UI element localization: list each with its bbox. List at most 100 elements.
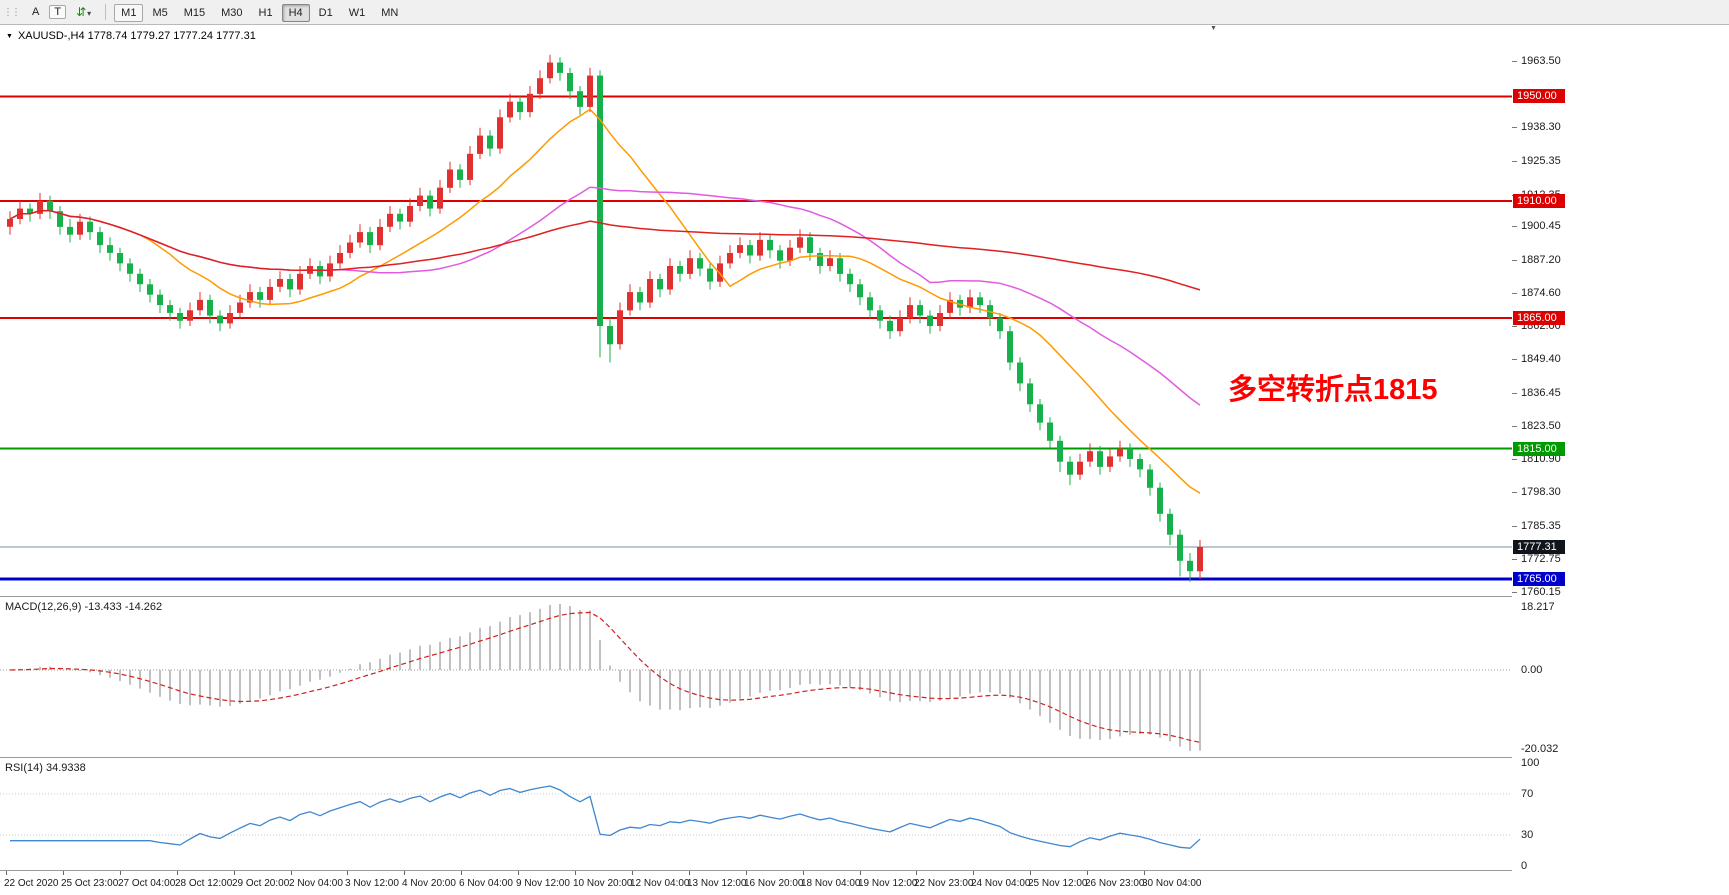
symbol-dropdown-icon[interactable]: ▼ — [6, 32, 13, 40]
price-tick-label: 1785.35 — [1521, 520, 1561, 532]
candle — [417, 187, 423, 212]
text-tool-button[interactable]: T — [49, 5, 67, 19]
price-tick-label: 1810.90 — [1521, 453, 1561, 466]
candle — [667, 258, 673, 295]
candle — [1107, 448, 1113, 473]
price-tick-mark — [1512, 492, 1517, 494]
time-label: 24 Nov 04:00 — [971, 878, 1031, 889]
candle — [157, 289, 163, 313]
time-axis-separator — [0, 870, 1729, 871]
candle — [777, 245, 783, 269]
candle — [287, 273, 293, 298]
candle — [557, 57, 563, 81]
candle — [317, 260, 323, 285]
candle — [1067, 456, 1073, 486]
chart-shift-marker-icon[interactable]: ▼ — [1210, 25, 1217, 32]
chart-annotation-text[interactable]: 多空转折点1815 — [1228, 374, 1438, 406]
timeframe-toolbar: M1 M5 M15 M30 H1 H4 D1 W1 MN — [113, 3, 406, 22]
toolbar-grip-icon[interactable]: ⋮⋮ — [3, 6, 21, 18]
time-tick-mark — [860, 871, 861, 875]
indicators-button[interactable]: ⇵▾ — [70, 3, 97, 21]
candle — [817, 247, 823, 274]
rsi-panel[interactable] — [0, 759, 1512, 870]
price-tick-mark — [1512, 225, 1517, 227]
symbol-info: ▼ XAUUSD-,H4 1778.74 1779.27 1777.24 177… — [6, 30, 256, 42]
candle — [727, 245, 733, 269]
candle — [887, 315, 893, 339]
panel-separator[interactable] — [0, 596, 1512, 597]
rsi-indicator-label: RSI(14) 34.9338 — [5, 762, 86, 774]
candle — [657, 273, 663, 298]
timeframe-d1-button[interactable]: D1 — [312, 4, 340, 22]
candle — [77, 213, 83, 240]
timeframe-m15-button[interactable]: M15 — [177, 4, 212, 22]
time-tick-mark — [347, 871, 348, 875]
candle — [937, 305, 943, 332]
time-tick-mark — [973, 871, 974, 875]
candle — [1037, 399, 1043, 431]
candle — [447, 161, 453, 193]
candle — [737, 237, 743, 259]
candle — [427, 190, 433, 217]
price-tick-mark — [1512, 127, 1517, 128]
candle — [137, 268, 143, 293]
timeframe-m1-button[interactable]: M1 — [114, 3, 144, 22]
candle — [1007, 326, 1013, 371]
macd-axis-label: -20.032 — [1521, 743, 1559, 755]
candle — [1117, 440, 1123, 462]
time-label: 13 Nov 12:00 — [687, 878, 747, 889]
candle — [377, 219, 383, 251]
time-label: 2 Nov 04:00 — [289, 878, 343, 889]
candle — [347, 234, 353, 259]
candle — [497, 109, 503, 154]
panel-separator[interactable] — [0, 757, 1512, 758]
timeframe-h1-button[interactable]: H1 — [252, 4, 280, 22]
timeframe-m30-button[interactable]: M30 — [214, 4, 249, 22]
candle — [637, 286, 643, 311]
candle — [147, 279, 153, 303]
candle — [837, 253, 843, 282]
timeframe-w1-button[interactable]: W1 — [342, 4, 373, 22]
price-tick-mark — [1512, 160, 1517, 162]
time-label: 22 Nov 23:00 — [914, 878, 974, 889]
time-tick-mark — [177, 871, 178, 875]
price-tick-label: 1963.50 — [1521, 55, 1561, 68]
candle — [187, 302, 193, 326]
price-tick-label: 1938.30 — [1521, 121, 1561, 133]
candle — [917, 299, 923, 324]
time-tick-mark — [404, 871, 405, 875]
time-label: 12 Nov 04:00 — [630, 878, 690, 889]
time-tick-mark — [291, 871, 292, 875]
timeframe-h4-button[interactable]: H4 — [281, 3, 310, 22]
chevron-down-icon: ▾ — [87, 9, 92, 18]
candle — [1047, 417, 1053, 449]
price-level-badge: 1950.00 — [1513, 89, 1565, 104]
rsi-line — [10, 785, 1201, 849]
candle — [607, 318, 613, 363]
candle — [577, 86, 583, 115]
toolbar: ⋮⋮ A T ⇵▾ M1 M5 M15 M30 H1 H4 D1 W1 MN — [0, 0, 1729, 25]
price-axis[interactable]: 1963.501938.301925.351912.351900.451887.… — [1512, 26, 1729, 872]
time-tick-mark — [746, 871, 747, 875]
symbol-ohlc-text: XAUUSD-,H4 1778.74 1779.27 1777.24 1777.… — [17, 30, 256, 42]
time-tick-mark — [632, 871, 633, 875]
price-chart[interactable] — [0, 26, 1512, 596]
macd-panel[interactable] — [0, 598, 1512, 757]
time-label: 19 Nov 12:00 — [858, 878, 918, 889]
candle — [947, 292, 953, 319]
time-axis[interactable]: 22 Oct 2020 25 Oct 23:00 27 Oct 04:00 28 Oc… — [0, 871, 1729, 895]
time-label: 28 Oct 12:00 — [175, 878, 233, 889]
time-tick-mark — [1030, 871, 1031, 875]
time-tick-mark — [6, 871, 7, 875]
candle — [437, 179, 443, 214]
candle — [647, 271, 653, 308]
price-tick-mark — [1512, 459, 1517, 461]
candle — [877, 305, 883, 329]
timeframe-m5-button[interactable]: M5 — [145, 4, 174, 22]
candle — [17, 200, 23, 225]
time-label: 27 Oct 04:00 — [118, 878, 176, 889]
candle — [267, 279, 273, 306]
annotations-tool-button[interactable]: A — [26, 4, 45, 20]
timeframe-mn-button[interactable]: MN — [374, 4, 405, 22]
candle — [167, 299, 173, 321]
